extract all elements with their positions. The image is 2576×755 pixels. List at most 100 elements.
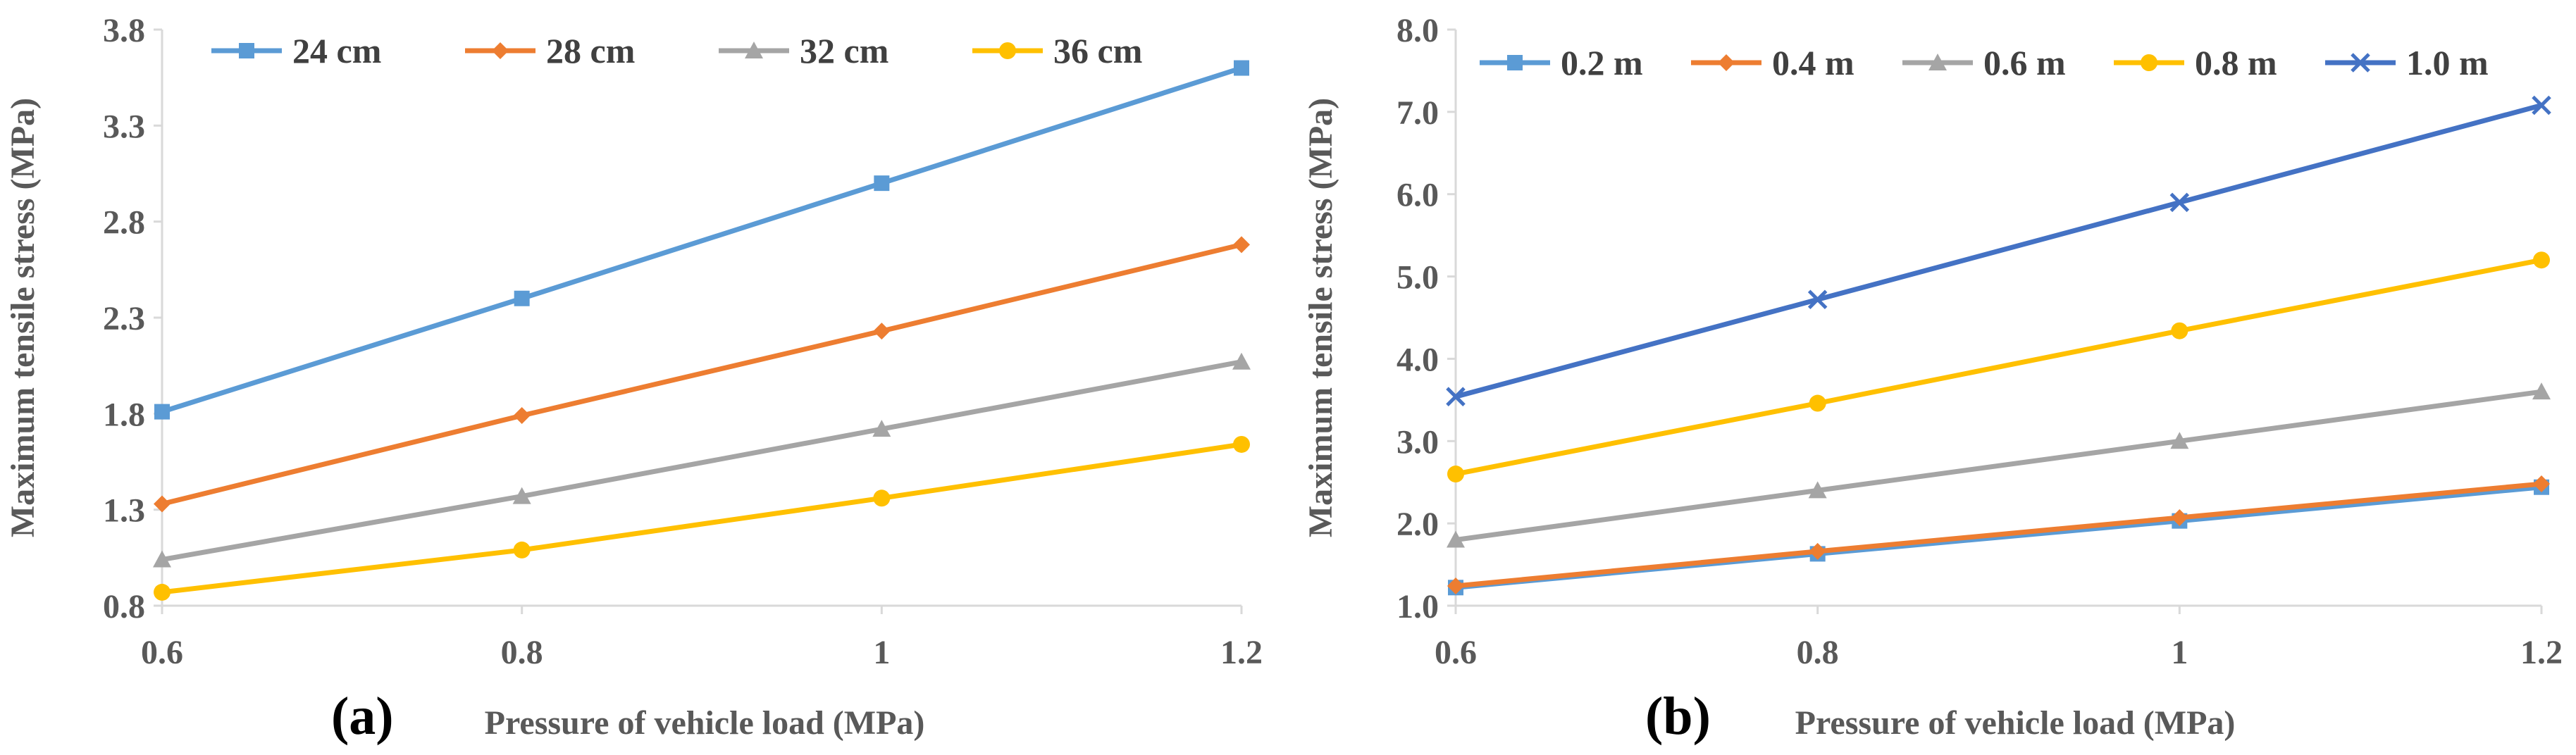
legend-marker <box>2141 54 2157 71</box>
x-tick-label: 0.6 <box>1435 634 1477 671</box>
legend-entry: 32 cm <box>719 31 888 70</box>
data-point <box>2171 322 2188 339</box>
legend-marker <box>1718 54 1735 71</box>
data-point <box>2171 508 2188 526</box>
data-point <box>154 404 170 420</box>
data-point <box>1808 481 1827 499</box>
data-point <box>2533 475 2550 493</box>
data-point <box>2532 382 2551 400</box>
legend-marker <box>1928 54 1947 70</box>
series-32-cm <box>153 352 1251 568</box>
legend-entry: 0.2 m <box>1480 43 1643 82</box>
series-0-4-m <box>1447 475 2550 594</box>
panel-label: (a) <box>331 687 394 746</box>
data-point <box>1809 542 1826 560</box>
data-point <box>1446 387 1466 406</box>
legend-marker <box>2351 53 2370 73</box>
y-axis-label: Maximum tensile stress (MPa) <box>1302 98 1339 537</box>
y-tick-label: 7.0 <box>1397 94 1439 132</box>
legend-marker <box>239 43 254 58</box>
data-point <box>873 323 891 340</box>
series-24-cm <box>154 60 1249 420</box>
series-line <box>161 65 1243 414</box>
x-tick-label: 1.2 <box>1220 634 1263 671</box>
data-point <box>154 495 171 513</box>
series-line <box>1455 257 2542 477</box>
series-line <box>1455 389 2542 542</box>
y-tick-label: 0.8 <box>103 588 145 625</box>
legend-entry: 0.8 m <box>2114 43 2277 82</box>
legend: 0.2 m 0.4 m 0.6 m 0.8 m 1.0 m <box>1480 43 2489 82</box>
series-line <box>161 442 1242 595</box>
series-line <box>161 359 1242 563</box>
series-0-6-m <box>1447 382 2551 548</box>
legend-marker <box>745 42 763 58</box>
data-point <box>872 420 891 437</box>
data-point <box>514 290 530 306</box>
y-tick-label: 1.8 <box>103 396 145 433</box>
y-tick-label: 3.0 <box>1397 423 1439 461</box>
legend-entry: 28 cm <box>465 31 635 70</box>
x-tick-label: 0.8 <box>501 634 543 671</box>
legend-label: 0.8 m <box>2195 43 2277 82</box>
x-tick-label: 1 <box>2171 634 2188 671</box>
legend-label: 0.2 m <box>1561 43 1643 82</box>
legend-label: 0.4 m <box>1772 43 1854 82</box>
data-point <box>153 550 171 568</box>
data-point <box>2169 192 2190 213</box>
y-tick-label: 2.0 <box>1397 506 1439 543</box>
y-tick-label: 5.0 <box>1397 259 1439 297</box>
legend-marker <box>1507 55 1523 70</box>
y-tick-label: 4.0 <box>1397 341 1439 378</box>
x-tick-label: 0.8 <box>1797 634 1839 671</box>
data-point <box>1807 289 1828 310</box>
legend-label: 28 cm <box>546 31 635 70</box>
data-point <box>2532 95 2551 116</box>
data-point <box>1233 435 1250 453</box>
legend-label: 1.0 m <box>2406 43 2489 82</box>
series-1-0-m <box>1446 95 2551 406</box>
x-axis-label: Pressure of vehicle load (MPa) <box>1795 704 2236 742</box>
legend-entry: 0.4 m <box>1691 43 1854 82</box>
y-tick-label: 2.3 <box>103 300 145 337</box>
data-point <box>1809 394 1826 412</box>
chart-panel-1: 0.8 1.3 1.8 2.3 2.8 3.3 3.8 0.6 0.8 1 1.2 Maximum t… <box>4 12 1263 746</box>
data-point <box>1447 466 1464 483</box>
x-axis-label: Pressure of vehicle load (MPa) <box>485 704 925 742</box>
y-tick-label: 1.3 <box>103 492 145 530</box>
data-point <box>873 489 891 507</box>
legend-label: 36 cm <box>1053 31 1142 70</box>
data-point <box>1447 577 1464 594</box>
data-point <box>1447 530 1465 548</box>
legend-label: 32 cm <box>800 31 888 70</box>
legend: 24 cm 28 cm 32 cm 36 cm <box>211 31 1142 70</box>
panel-label: (b) <box>1645 687 1711 746</box>
data-point <box>513 541 531 559</box>
series-0-8-m <box>1447 251 2550 483</box>
x-tick-label: 0.6 <box>141 634 183 671</box>
data-point <box>513 407 531 425</box>
y-tick-label: 3.8 <box>103 12 145 49</box>
legend-label: 0.6 m <box>1983 43 2066 82</box>
legend-label: 24 cm <box>292 31 381 70</box>
legend-entry: 1.0 m <box>2325 43 2489 82</box>
data-point <box>1232 352 1251 370</box>
series-28-cm <box>154 236 1250 513</box>
chart-panel-2: 1.0 2.0 3.0 4.0 5.0 6.0 7.0 8.0 0.6 0.8 1 1.2 Maximu… <box>1302 12 2563 746</box>
legend-entry: 36 cm <box>972 31 1142 70</box>
series-line <box>161 242 1242 506</box>
y-tick-label: 1.0 <box>1397 588 1439 625</box>
y-tick-label: 8.0 <box>1397 12 1439 49</box>
series-36-cm <box>154 435 1250 601</box>
data-point <box>512 487 531 504</box>
series-line <box>1455 103 2542 399</box>
data-point <box>2170 432 2189 449</box>
x-tick-label: 1.2 <box>2520 634 2563 671</box>
legend-entry: 24 cm <box>211 31 381 70</box>
legend-marker <box>492 42 509 59</box>
legend-marker <box>999 42 1016 59</box>
data-point <box>1233 236 1250 254</box>
y-tick-label: 2.8 <box>103 204 145 242</box>
x-tick-label: 1 <box>873 634 890 671</box>
